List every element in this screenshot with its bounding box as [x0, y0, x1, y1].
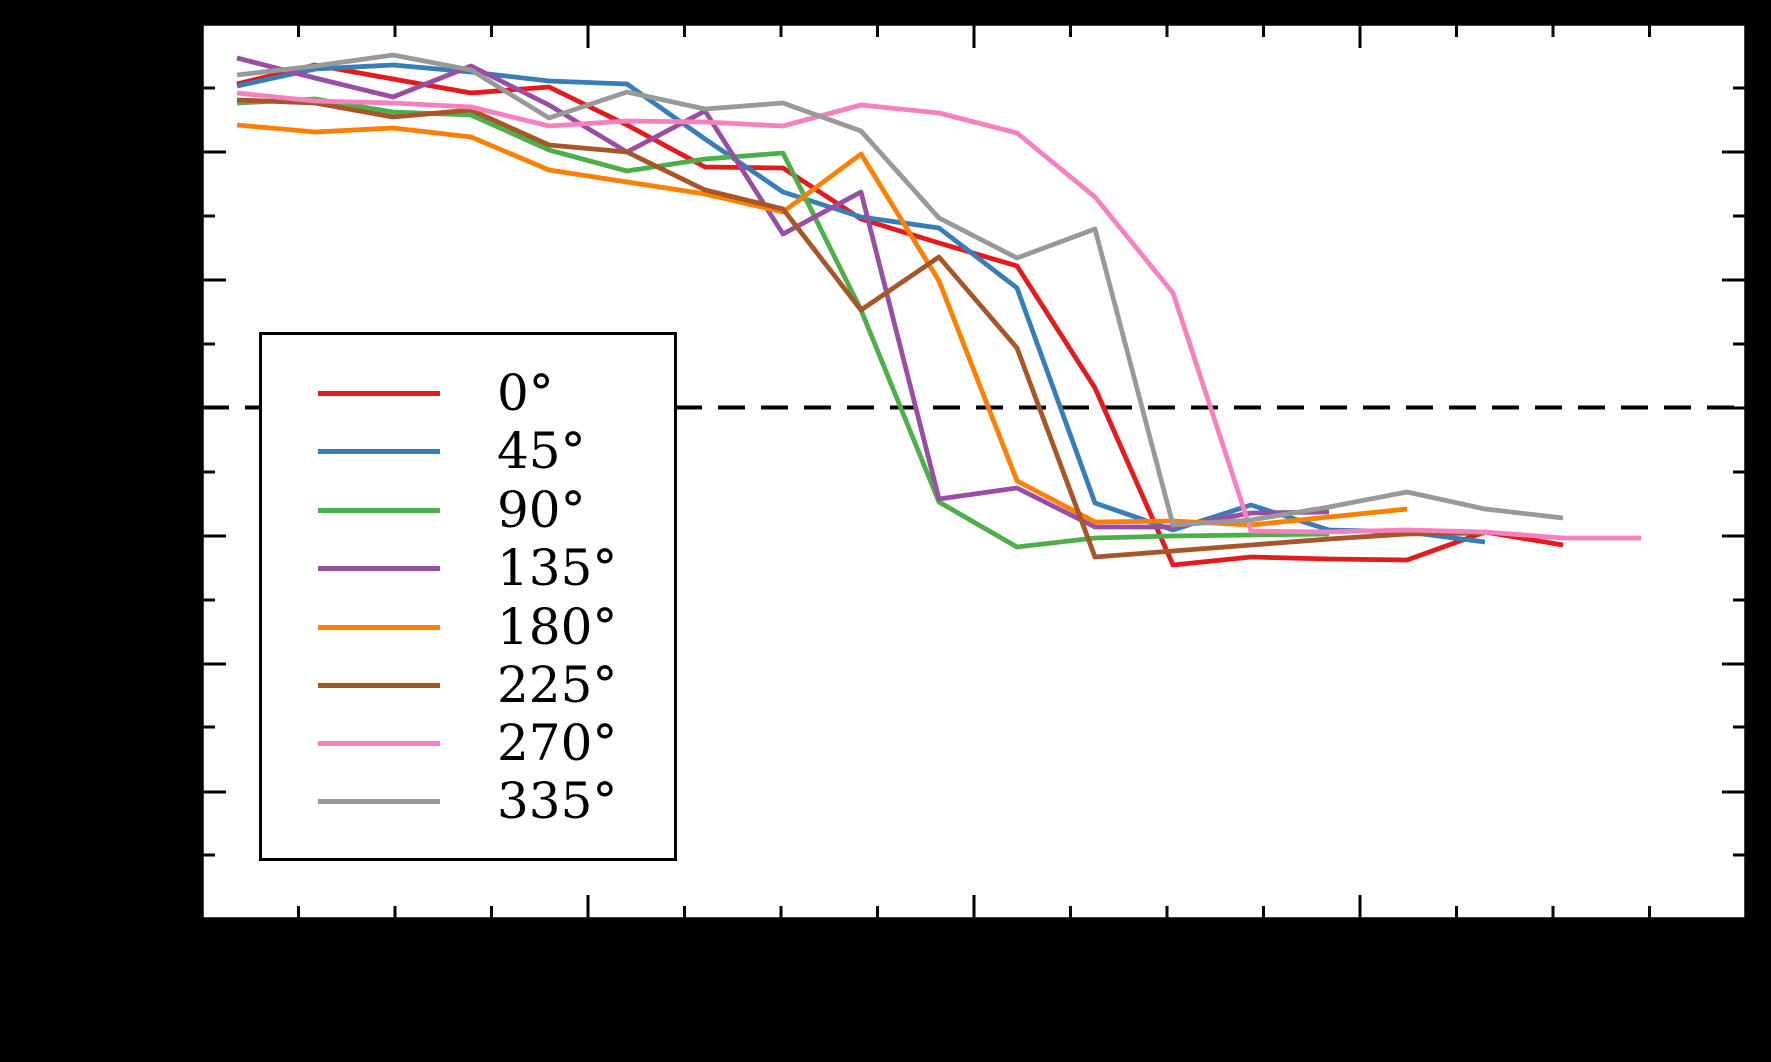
series-line-335deg: [236, 52, 1564, 528]
legend-label: 0°: [497, 364, 554, 422]
legend-item-270deg: 270°: [262, 714, 674, 772]
legend-label: 180°: [497, 598, 618, 656]
legend-item-225deg: 225°: [262, 656, 674, 714]
legend-line-225deg: [318, 682, 440, 688]
legend-line-135deg: [318, 565, 440, 571]
legend-line-90deg: [318, 507, 440, 513]
series-line-225deg: [236, 97, 1486, 560]
legend-line-180deg: [318, 624, 440, 630]
legend-item-135deg: 135°: [262, 539, 674, 597]
legend-label: 135°: [497, 539, 618, 597]
legend: 0° 45° 90° 135° 180° 225° 270° 335°: [259, 332, 677, 861]
legend-item-180deg: 180°: [262, 598, 674, 656]
legend-line-0deg: [318, 390, 440, 396]
legend-label: 225°: [497, 656, 618, 714]
legend-label: 335°: [497, 772, 618, 830]
legend-line-45deg: [318, 448, 440, 454]
legend-label: 45°: [497, 422, 586, 480]
legend-label: 270°: [497, 714, 618, 772]
legend-item-90deg: 90°: [262, 481, 674, 539]
legend-item-45deg: 45°: [262, 422, 674, 480]
legend-item-0deg: 0°: [262, 364, 674, 422]
plot-border: [200, 22, 1748, 921]
legend-line-335deg: [318, 798, 440, 804]
series-line-135deg: [236, 55, 1330, 530]
legend-item-335deg: 335°: [262, 772, 674, 830]
legend-label: 90°: [497, 481, 586, 539]
series-line-0deg: [236, 62, 1564, 568]
series-line-270deg: [236, 90, 1641, 541]
legend-line-270deg: [318, 740, 440, 746]
